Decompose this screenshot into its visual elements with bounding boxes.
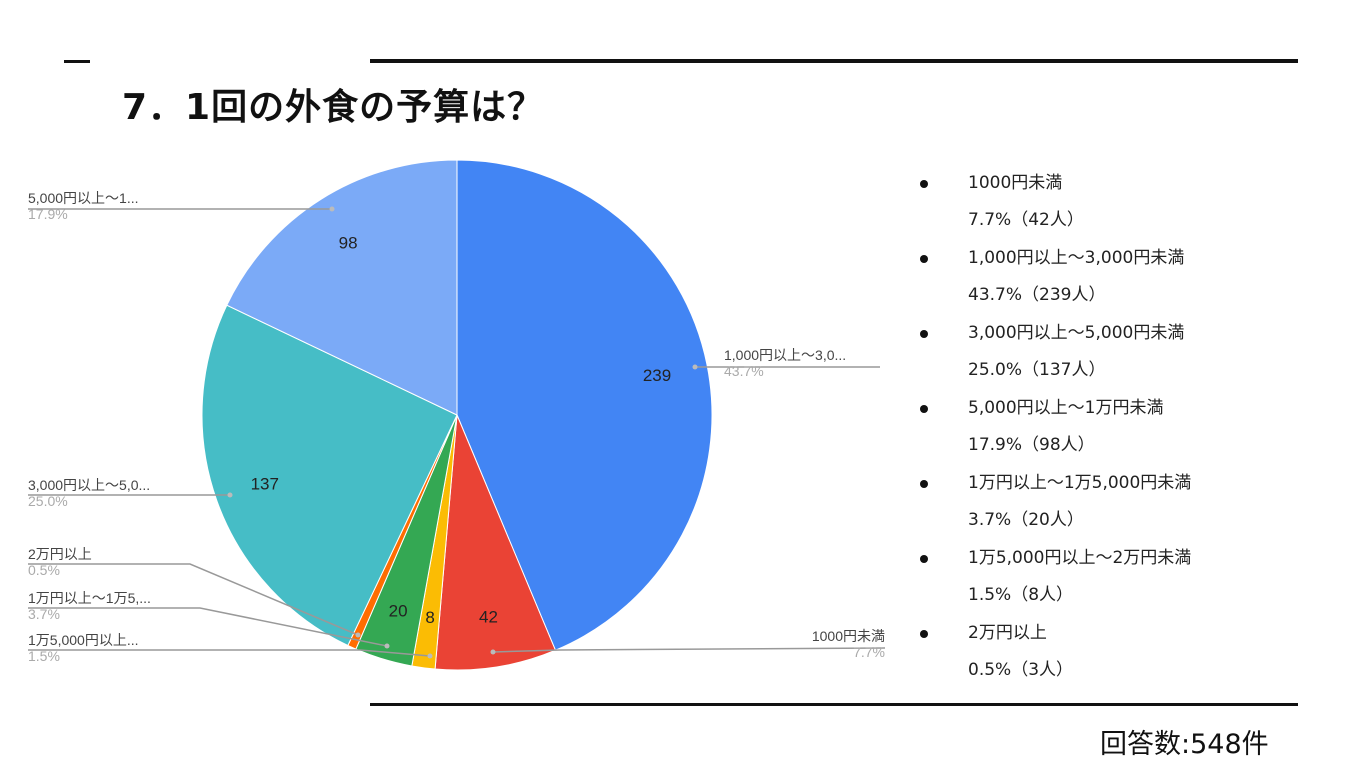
legend-label: 1万円以上～1万5,000円未満 xyxy=(968,473,1192,493)
slice-value-label: 42 xyxy=(479,608,498,627)
callout-percent: 17.9% xyxy=(28,206,68,222)
bottom-divider xyxy=(370,703,1298,706)
legend-label: 5,000円以上～1万円未満 xyxy=(968,398,1164,418)
callout-name: 2万円以上 xyxy=(28,546,92,562)
legend-detail: 17.9%（98人） xyxy=(968,435,1095,455)
slice-value-label: 8 xyxy=(425,608,434,627)
callout-leader-line xyxy=(492,647,886,653)
callout-name: 1万5,000円以上... xyxy=(28,632,139,648)
legend-detail: 3.7%（20人） xyxy=(968,510,1084,530)
pie-slice[interactable] xyxy=(201,304,458,647)
legend-detail: 43.7%（239人） xyxy=(968,285,1106,305)
legend-label: 1,000円以上～3,000円未満 xyxy=(968,248,1185,268)
callout-name: 3,000円以上～5,0... xyxy=(28,477,151,493)
callout-dot xyxy=(227,492,233,498)
slice-value-label: 98 xyxy=(339,233,358,252)
legend-detail: 0.5%（3人） xyxy=(968,660,1074,680)
callout-percent: 7.7% xyxy=(853,644,885,660)
legend-detail: 1.5%（8人） xyxy=(968,585,1074,605)
callout-leader-line xyxy=(28,649,431,657)
slice-value-label: 137 xyxy=(251,474,279,493)
slice-callout: 1万5,000円以上... 1.5% xyxy=(28,632,139,664)
legend-label: 1万5,000円以上～2万円未満 xyxy=(968,548,1192,568)
callout-leader-line xyxy=(28,563,359,636)
legend-detail: 7.7%（42人） xyxy=(968,210,1084,230)
slice-callout: 2万円以上 0.5% xyxy=(28,546,92,578)
legend-item: 1,000円以上～3,000円未満 43.7%（239人） xyxy=(920,247,1340,322)
bullet-icon xyxy=(920,555,928,563)
callout-name: 5,000円以上～1... xyxy=(28,190,139,206)
callout-dot xyxy=(329,206,335,212)
slice-callout: 3,000円以上～5,0... 25.0% xyxy=(28,477,150,509)
page-title: 7．1回の外食の予算は？ xyxy=(122,87,545,128)
top-divider xyxy=(370,59,1298,63)
bullet-icon xyxy=(920,630,928,638)
callout-percent: 0.5% xyxy=(28,562,60,578)
callout-percent: 1.5% xyxy=(28,648,60,664)
slice-value-label: 20 xyxy=(389,601,408,620)
slice-callout: 1,000円以上～3,0... 43.7% xyxy=(724,347,846,379)
bullet-icon xyxy=(920,180,928,188)
callout-name: 1,000円以上～3,0... xyxy=(724,347,847,363)
callout-dot xyxy=(692,364,698,370)
callout-percent: 25.0% xyxy=(28,493,68,509)
pie-slice[interactable] xyxy=(226,159,458,416)
legend-item: 1000円未満 7.7%（42人） xyxy=(920,172,1340,247)
legend-label: 3,000円以上～5,000円未満 xyxy=(968,323,1185,343)
slice-value-label: 239 xyxy=(643,366,671,385)
legend-detail: 25.0%（137人） xyxy=(968,360,1106,380)
callout-name: 1万円以上～1万5,... xyxy=(28,590,151,606)
legend-item: 2万円以上 0.5%（3人） xyxy=(920,622,1340,697)
slice-callout: 1000円未満 7.7% xyxy=(760,628,885,660)
slice-callout: 1万円以上～1万5,... 3.7% xyxy=(28,590,151,622)
pie-slice[interactable] xyxy=(456,159,713,651)
legend-item: 1万5,000円以上～2万円未満 1.5%（8人） xyxy=(920,547,1340,622)
callout-dot xyxy=(427,653,433,659)
pie-slice[interactable] xyxy=(434,414,557,671)
title-dash xyxy=(64,60,90,63)
callout-name: 1000円未満 xyxy=(811,628,885,644)
legend: 1000円未満 7.7%（42人） 1,000円以上～3,000円未満 43.7%（2… xyxy=(920,172,1340,697)
bullet-icon xyxy=(920,480,928,488)
response-count: 回答数:548件 xyxy=(1100,729,1269,760)
legend-item: 5,000円以上～1万円未満 17.9%（98人） xyxy=(920,397,1340,472)
bullet-icon xyxy=(920,405,928,413)
callout-leader-line xyxy=(28,607,388,647)
legend-item: 3,000円以上～5,000円未満 25.0%（137人） xyxy=(920,322,1340,397)
legend-label: 2万円以上 xyxy=(968,623,1047,643)
callout-dot xyxy=(490,649,496,655)
callout-dot xyxy=(384,643,390,649)
legend-item: 1万円以上～1万5,000円未満 3.7%（20人） xyxy=(920,472,1340,547)
callout-percent: 3.7% xyxy=(28,606,60,622)
slice-callout: 5,000円以上～1... 17.9% xyxy=(28,190,139,222)
legend-label: 1000円未満 xyxy=(968,173,1063,193)
bullet-icon xyxy=(920,330,928,338)
callout-percent: 43.7% xyxy=(724,363,764,379)
bullet-icon xyxy=(920,255,928,263)
callout-dot xyxy=(355,632,361,638)
